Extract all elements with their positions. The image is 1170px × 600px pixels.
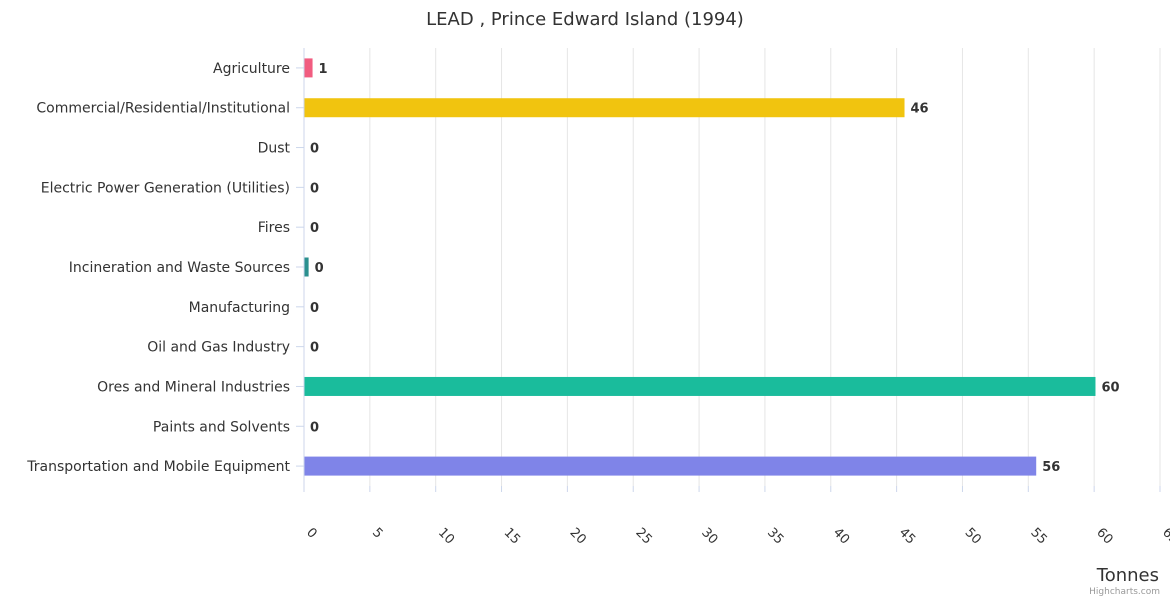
credits-link[interactable]: Highcharts.com: [1089, 587, 1160, 597]
data-label: 56: [1042, 460, 1060, 475]
category-label: Agriculture: [213, 61, 290, 77]
x-tick-label: 30: [698, 525, 720, 547]
category-label: Commercial/Residential/Institutional: [36, 101, 290, 117]
category-label: Dust: [258, 141, 291, 157]
grid-lines: [369, 48, 1161, 486]
category-label: Electric Power Generation (Utilities): [41, 180, 290, 196]
bar[interactable]: [304, 58, 313, 78]
x-tick-label: 50: [962, 525, 984, 547]
x-tick-label: 20: [567, 525, 589, 547]
x-tick-label: 35: [764, 525, 786, 547]
data-label: 0: [310, 181, 319, 196]
data-label: 0: [315, 261, 324, 276]
x-tick-label: 15: [501, 525, 523, 547]
category-axis: Agriculture Commercial/Residential/Instit…: [26, 61, 304, 475]
x-tick-label: 5: [369, 525, 385, 541]
data-label: 0: [310, 301, 319, 316]
x-tick-label: 40: [830, 525, 852, 547]
data-label: 0: [310, 420, 319, 435]
category-label: Fires: [258, 220, 290, 236]
x-tick-label: 0: [303, 525, 319, 541]
bar[interactable]: [304, 376, 1096, 396]
data-label: 0: [310, 221, 319, 236]
data-label: 1: [319, 62, 328, 77]
bar[interactable]: [304, 98, 905, 118]
x-tick-label: 45: [896, 525, 918, 547]
bar-series: [304, 58, 1096, 476]
data-label: 0: [310, 341, 319, 356]
x-tick-label: 60: [1093, 525, 1115, 547]
category-label: Manufacturing: [189, 300, 290, 316]
x-tick-label: 65: [1159, 525, 1170, 547]
x-tick-label: 25: [632, 525, 654, 547]
data-label: 60: [1101, 380, 1119, 395]
x-tick-label: 55: [1027, 525, 1049, 547]
category-label: Paints and Solvents: [153, 419, 290, 435]
chart-title: LEAD , Prince Edward Island (1994): [426, 9, 744, 30]
category-label: Transportation and Mobile Equipment: [26, 459, 290, 475]
bar[interactable]: [304, 456, 1037, 476]
value-axis-title: Tonnes: [1096, 565, 1159, 586]
data-labels: 1 46 0 0 0 0 0 0 60 0 56: [310, 62, 1120, 475]
data-label: 46: [911, 102, 929, 117]
category-label: Oil and Gas Industry: [147, 340, 290, 356]
category-label: Incineration and Waste Sources: [69, 260, 290, 276]
data-label: 0: [310, 142, 319, 157]
bar[interactable]: [304, 257, 309, 277]
x-tick-label: 10: [435, 525, 457, 547]
category-label: Ores and Mineral Industries: [97, 379, 290, 395]
